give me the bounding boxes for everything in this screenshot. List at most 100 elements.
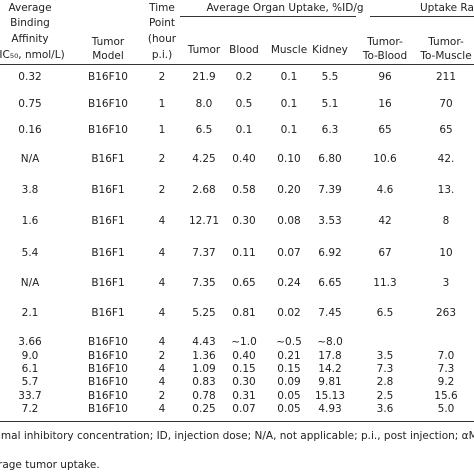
cell: 4	[158, 247, 166, 259]
cell: 0.2	[235, 71, 253, 83]
column-header: To-Blood	[362, 50, 408, 62]
column-header: (hour	[147, 33, 177, 45]
cell: 4	[158, 376, 166, 388]
cell: 3.5	[376, 350, 394, 362]
cell: 0.05	[277, 403, 301, 415]
cell: 4.25	[192, 153, 216, 165]
column-header: Tumor-	[428, 36, 464, 48]
footnote: imal inhibitory concentration; ID, injec…	[0, 430, 474, 442]
cell: 5.0	[437, 403, 455, 415]
cell: 4.6	[376, 184, 394, 196]
cell: 14.2	[318, 363, 342, 375]
column-header: Blood	[229, 44, 259, 56]
cell: 0.15	[277, 363, 301, 375]
cell: 7.35	[192, 277, 216, 289]
cell: 0.5	[235, 98, 253, 110]
cell: 2	[158, 350, 166, 362]
cell: B16F10	[88, 390, 128, 402]
cell: 5.5	[321, 71, 339, 83]
column-header: Tumor	[187, 44, 221, 56]
cell: 4	[158, 277, 166, 289]
cell: 13.	[437, 184, 455, 196]
rule	[180, 16, 356, 17]
column-header: Tumor-	[367, 36, 403, 48]
cell: 0.10	[277, 153, 301, 165]
column-header: Average	[8, 2, 52, 14]
cell: B16F10	[88, 350, 128, 362]
cell: 4.43	[192, 336, 216, 348]
cell: 5.1	[321, 98, 339, 110]
cell: 5.25	[192, 307, 216, 319]
cell: 1.6	[21, 215, 39, 227]
cell: 7.3	[437, 363, 455, 375]
cell: 0.08	[277, 215, 301, 227]
cell: 0.1	[280, 98, 298, 110]
cell: 2.8	[376, 376, 394, 388]
cell: 2.68	[192, 184, 216, 196]
cell: 70	[439, 98, 453, 110]
cell: 10	[439, 247, 453, 259]
cell: 6.92	[318, 247, 342, 259]
cell: 2.1	[21, 307, 39, 319]
column-header: Tumor	[91, 36, 125, 48]
cell: 0.1	[280, 71, 298, 83]
cell: ~8.0	[317, 336, 343, 348]
cell: 211	[435, 71, 457, 83]
cell: 7.0	[437, 350, 455, 362]
cell: 7.37	[192, 247, 216, 259]
cell: B16F10	[88, 363, 128, 375]
cell: 3	[442, 277, 450, 289]
cell: 0.40	[232, 350, 256, 362]
cell: 21.9	[192, 71, 216, 83]
cell: 1.36	[192, 350, 216, 362]
cell: 15.13	[314, 390, 346, 402]
cell: 2	[158, 71, 166, 83]
cell: 4	[158, 336, 166, 348]
column-header: Kidney	[312, 44, 348, 56]
cell: ~1.0	[231, 336, 257, 348]
cell: 1.09	[192, 363, 216, 375]
cell: B16F10	[88, 124, 128, 136]
cell: 0.1	[280, 124, 298, 136]
cell: 7.2	[21, 403, 39, 415]
cell: B16F10	[88, 98, 128, 110]
cell: 4.93	[318, 403, 342, 415]
cell: 8	[442, 215, 450, 227]
cell: B16F1	[91, 307, 125, 319]
cell: 5.7	[21, 376, 39, 388]
cell: 6.1	[21, 363, 39, 375]
cell: 7.45	[318, 307, 342, 319]
cell: 6.80	[318, 153, 342, 165]
cell: 6.5	[195, 124, 213, 136]
cell: 6.5	[376, 307, 394, 319]
cell: 11.3	[373, 277, 397, 289]
cell: 0.83	[192, 376, 216, 388]
cell: B16F10	[88, 336, 128, 348]
cell: 3.53	[318, 215, 342, 227]
cell: 33.7	[18, 390, 42, 402]
rule	[0, 64, 474, 65]
cell: 17.8	[318, 350, 342, 362]
cell: 6.65	[318, 277, 342, 289]
cell: 4	[158, 215, 166, 227]
column-header: Binding	[10, 17, 50, 29]
cell: 3.8	[21, 184, 39, 196]
cell: 4	[158, 403, 166, 415]
cell: 7.3	[376, 363, 394, 375]
cell: 2	[158, 184, 166, 196]
cell: 0.1	[235, 124, 253, 136]
cell: 42.	[437, 153, 455, 165]
cell: 96	[378, 71, 392, 83]
cell: 16	[378, 98, 392, 110]
column-header: Model	[92, 50, 124, 62]
rule	[370, 16, 474, 17]
cell: 0.16	[18, 124, 42, 136]
cell: 15.6	[434, 390, 458, 402]
cell: 0.31	[232, 390, 256, 402]
cell: 4	[158, 363, 166, 375]
cell: 0.75	[18, 98, 42, 110]
footnote: rage tumor uptake.	[0, 459, 100, 471]
cell: 2.5	[376, 390, 394, 402]
cell: B16F1	[91, 215, 125, 227]
